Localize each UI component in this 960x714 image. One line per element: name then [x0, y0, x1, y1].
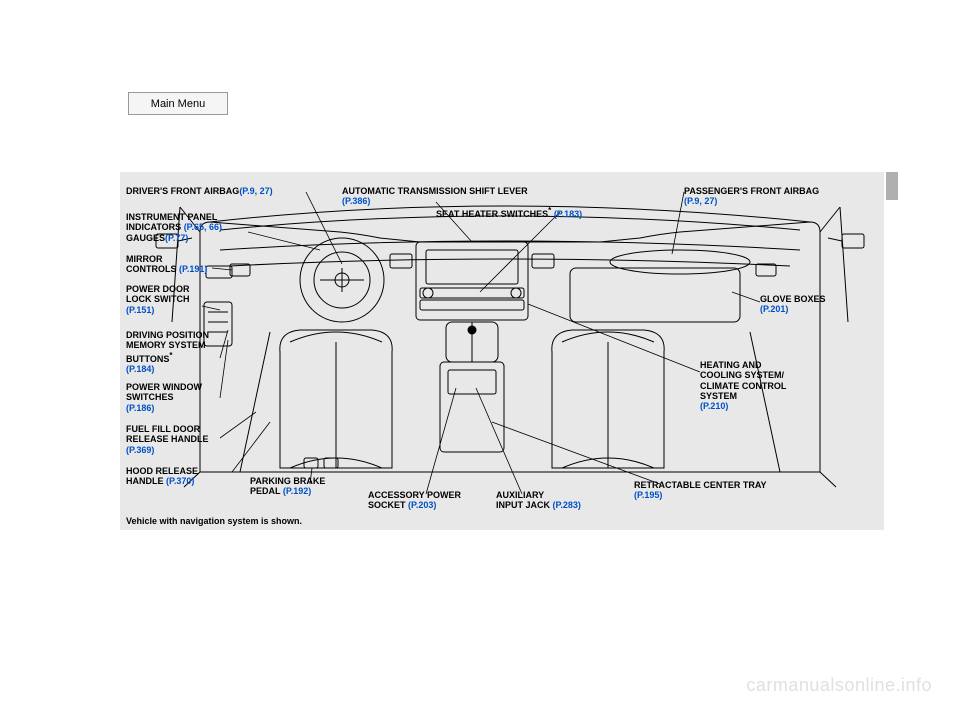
section-tab [886, 172, 898, 200]
label-power-window: POWER WINDOW SWITCHES (P.186) [126, 382, 202, 413]
label-seat-heater: SEAT HEATER SWITCHES* (P.183) [436, 206, 582, 219]
dashboard-illustration [120, 172, 884, 530]
main-menu-button[interactable]: Main Menu [128, 92, 228, 115]
main-menu-label: Main Menu [151, 98, 205, 110]
label-passenger-airbag: PASSENGER'S FRONT AIRBAG (P.9, 27) [684, 186, 819, 207]
label-mirror-controls: MIRROR CONTROLS (P.191) [126, 254, 207, 275]
label-retractable-tray: RETRACTABLE CENTER TRAY (P.195) [634, 480, 767, 501]
label-auxiliary-input: AUXILIARY INPUT JACK (P.283) [496, 490, 581, 511]
label-hood-release: HOOD RELEASE HANDLE (P.370) [126, 466, 198, 487]
label-power-door-lock: POWER DOOR LOCK SWITCH (P.151) [126, 284, 190, 315]
dashboard-diagram: DRIVER'S FRONT AIRBAG(P.9, 27) AUTOMATIC… [120, 172, 884, 530]
label-fuel-fill: FUEL FILL DOOR RELEASE HANDLE (P.369) [126, 424, 209, 455]
label-glove-boxes: GLOVE BOXES (P.201) [760, 294, 826, 315]
label-heating-cooling: HEATING AND COOLING SYSTEM/ CLIMATE CONT… [700, 360, 786, 412]
label-driving-position: DRIVING POSITION MEMORY SYSTEM BUTTONS* … [126, 330, 209, 374]
label-instrument-panel: INSTRUMENT PANEL INDICATORS (P.65, 66) G… [126, 212, 222, 243]
watermark-text: carmanualsonline.info [746, 675, 932, 696]
diagram-footer-note: Vehicle with navigation system is shown. [126, 516, 302, 526]
label-parking-brake: PARKING BRAKE PEDAL (P.192) [250, 476, 325, 497]
label-auto-trans: AUTOMATIC TRANSMISSION SHIFT LEVER (P.38… [342, 186, 528, 207]
label-accessory-power: ACCESSORY POWER SOCKET (P.203) [368, 490, 461, 511]
label-driver-airbag: DRIVER'S FRONT AIRBAG(P.9, 27) [126, 186, 273, 196]
